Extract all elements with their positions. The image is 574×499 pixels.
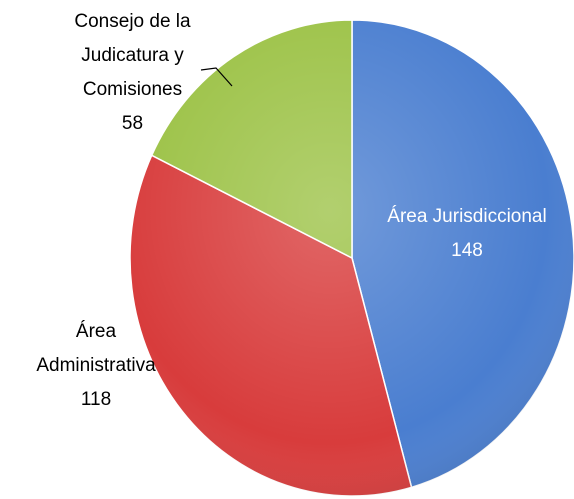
category-label: Consejo de la Judicatura y Comisiones (74, 11, 191, 100)
category-label: Área Administrativa (36, 321, 156, 376)
value-label: 118 (80, 389, 112, 410)
value-label: 148 (451, 240, 483, 261)
slice-label: Área Jurisdiccional 148 (382, 200, 552, 268)
leader-line (200, 67, 233, 87)
value-label: 58 (121, 113, 144, 134)
slice-label: Consejo de la Judicatura y Comisiones 58 (45, 5, 220, 141)
category-label: Área Jurisdiccional (387, 206, 547, 227)
slice-label: Área Administrativa 118 (22, 315, 170, 417)
